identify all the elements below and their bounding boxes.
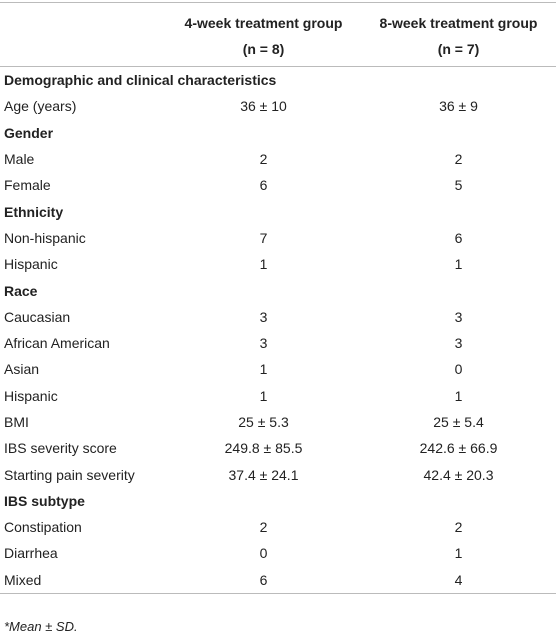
cell-value: 2: [454, 519, 463, 536]
header-row: 4-week treatment group 8-week treatment …: [0, 3, 556, 37]
col-header-n: (n = 8): [166, 36, 361, 67]
footnote: *Mean ± SD.: [4, 619, 78, 634]
row-label: Hispanic: [4, 387, 58, 404]
data-row: Female 6 5: [0, 172, 556, 198]
data-row: IBS severity score 249.8 ± 85.5 242.6 ± 66…: [0, 435, 556, 461]
cell-value: 25 ± 5.3: [238, 414, 289, 430]
row-label: Male: [4, 151, 35, 168]
cell-value: 42.4 ± 20.3: [423, 466, 494, 483]
cell-value: 7: [259, 229, 268, 246]
data-row: BMI 25 ± 5.3 25 ± 5.4: [0, 409, 556, 435]
cell-value: 0: [259, 545, 268, 562]
cell-value: 2: [259, 151, 268, 168]
data-row: Hispanic 1 1: [0, 383, 556, 409]
cell-value: 3: [259, 335, 268, 352]
cell-value: 3: [454, 335, 463, 352]
row-label: Caucasian: [4, 308, 71, 325]
cell-value: 1: [259, 256, 268, 273]
row-label: Starting pain severity: [4, 466, 135, 483]
row-label: Hispanic: [4, 256, 58, 273]
col-header: 8-week treatment group: [379, 15, 538, 31]
row-label: Non-hispanic: [4, 229, 86, 246]
cell-value: 6: [259, 177, 268, 194]
data-row: African American 3 3: [0, 330, 556, 356]
row-label: Diarrhea: [4, 545, 58, 562]
cell-value: 6: [454, 229, 463, 246]
data-table: 4-week treatment group 8-week treatment …: [0, 2, 556, 594]
cell-value: 242.6 ± 66.9: [419, 440, 498, 457]
section-label: Ethnicity: [4, 203, 64, 220]
data-row: Constipation 2 2: [0, 514, 556, 540]
cell-value: 25 ± 5.4: [433, 414, 484, 430]
cell-value: 1: [454, 256, 463, 273]
data-row: Age (years) 36 ± 10 36 ± 9: [0, 93, 556, 119]
cell-value: 1: [454, 387, 463, 404]
header-row: (n = 8) (n = 7): [0, 36, 556, 67]
section-row: Race: [0, 277, 556, 303]
row-label: African American: [4, 335, 110, 352]
row-label: Mixed: [4, 571, 42, 588]
data-row: Asian 1 0: [0, 356, 556, 382]
section-label: Demographic and clinical characteristics: [4, 72, 277, 89]
col-header-n: (n = 7): [361, 36, 556, 67]
row-label: Age (years): [4, 98, 77, 115]
row-label: BMI: [4, 414, 29, 430]
col-header: 4-week treatment group: [184, 15, 343, 31]
cell-value: 0: [454, 361, 463, 378]
cell-value: 3: [259, 308, 268, 325]
cell-value: 37.4 ± 24.1: [228, 466, 299, 483]
data-row: Hispanic 1 1: [0, 251, 556, 277]
section-row: Demographic and clinical characteristics: [0, 67, 556, 94]
row-label: Asian: [4, 361, 40, 378]
row-label: Female: [4, 177, 51, 194]
cell-value: 36 ± 9: [439, 98, 478, 115]
row-label: Constipation: [4, 519, 82, 536]
data-row: Mixed 6 4: [0, 567, 556, 594]
cell-value: 3: [454, 308, 463, 325]
data-row: Male 2 2: [0, 146, 556, 172]
cell-value: 1: [454, 545, 463, 562]
cell-value: 2: [454, 151, 463, 168]
section-label: IBS subtype: [4, 492, 85, 509]
cell-value: 5: [454, 177, 463, 194]
cell-value: 36 ± 10: [240, 98, 287, 115]
data-row: Starting pain severity 37.4 ± 24.1 42.4 ± …: [0, 461, 556, 487]
cell-value: 1: [259, 387, 268, 404]
section-row: Ethnicity: [0, 198, 556, 224]
cell-value: 6: [259, 571, 268, 588]
row-label: IBS severity score: [4, 440, 117, 457]
data-row: Diarrhea 0 1: [0, 540, 556, 566]
section-row: IBS subtype: [0, 488, 556, 514]
section-label: Race: [4, 282, 38, 299]
section-row: Gender: [0, 120, 556, 146]
cell-value: 2: [259, 519, 268, 536]
cell-value: 249.8 ± 85.5: [224, 440, 303, 457]
data-row: Caucasian 3 3: [0, 304, 556, 330]
cell-value: 1: [259, 361, 268, 378]
cell-value: 4: [454, 571, 463, 588]
section-label: Gender: [4, 124, 54, 141]
data-row: Non-hispanic 7 6: [0, 225, 556, 251]
